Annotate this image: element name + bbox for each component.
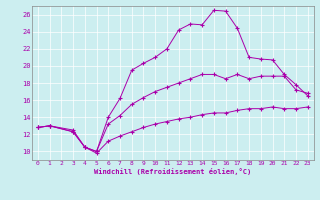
X-axis label: Windchill (Refroidissement éolien,°C): Windchill (Refroidissement éolien,°C) [94,168,252,175]
